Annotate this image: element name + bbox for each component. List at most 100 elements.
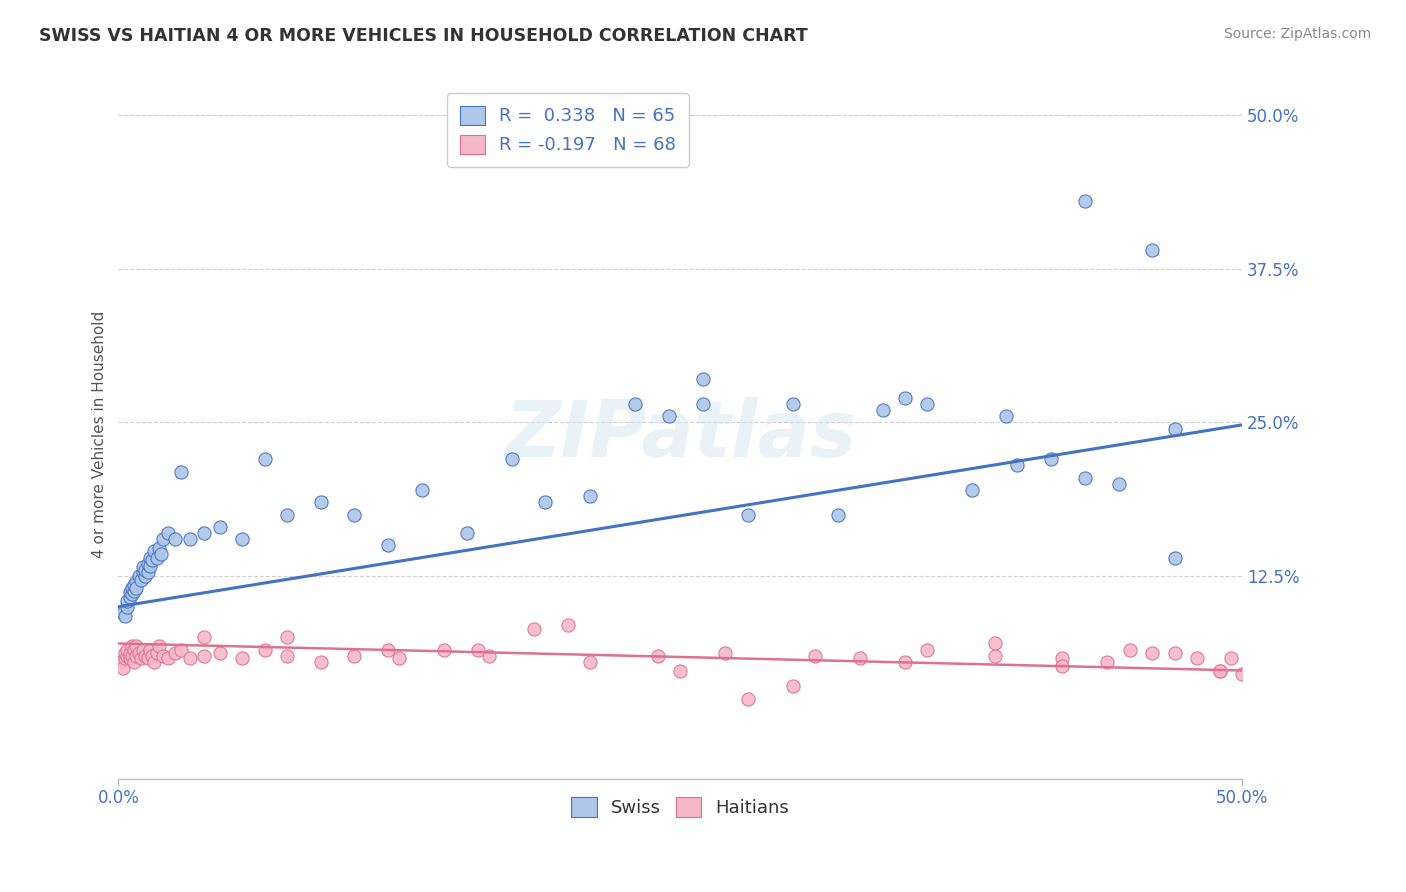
Point — [121, 587, 143, 601]
Point — [1185, 651, 1208, 665]
Legend: Swiss, Haitians: Swiss, Haitians — [561, 787, 800, 828]
Point — [145, 646, 167, 660]
Point — [962, 483, 984, 497]
Point — [1208, 664, 1230, 678]
Point — [136, 566, 159, 580]
Point — [984, 648, 1007, 663]
Point — [150, 547, 173, 561]
Point — [1163, 421, 1185, 435]
Point — [343, 508, 366, 522]
Point — [534, 495, 557, 509]
Point — [804, 648, 827, 663]
Point — [782, 680, 804, 694]
Point — [343, 648, 366, 663]
Point — [849, 651, 872, 665]
Point — [1074, 194, 1097, 209]
Point — [737, 508, 759, 522]
Point — [658, 409, 681, 424]
Point — [309, 655, 332, 669]
Point — [179, 532, 201, 546]
Point — [456, 525, 478, 540]
Point — [148, 639, 170, 653]
Point — [1007, 458, 1029, 473]
Point — [122, 583, 145, 598]
Point — [114, 651, 136, 665]
Point — [170, 642, 193, 657]
Point — [827, 508, 849, 522]
Point — [995, 409, 1018, 424]
Point — [132, 566, 155, 580]
Point — [143, 544, 166, 558]
Point — [253, 452, 276, 467]
Point — [579, 655, 602, 669]
Point — [433, 642, 456, 657]
Point — [208, 520, 231, 534]
Point — [1040, 452, 1063, 467]
Point — [647, 648, 669, 663]
Point — [128, 569, 150, 583]
Point — [1052, 651, 1074, 665]
Point — [179, 651, 201, 665]
Point — [1052, 658, 1074, 673]
Point — [117, 648, 139, 663]
Y-axis label: 4 or more Vehicles in Household: 4 or more Vehicles in Household — [93, 311, 107, 558]
Point — [557, 618, 579, 632]
Point — [148, 541, 170, 555]
Point — [579, 489, 602, 503]
Point — [1230, 667, 1253, 681]
Point — [276, 631, 298, 645]
Point — [125, 639, 148, 653]
Point — [110, 655, 132, 669]
Point — [139, 559, 162, 574]
Point — [193, 525, 215, 540]
Point — [156, 525, 179, 540]
Point — [122, 642, 145, 657]
Point — [121, 639, 143, 653]
Point — [132, 560, 155, 574]
Point — [737, 691, 759, 706]
Point — [1142, 244, 1164, 258]
Point — [478, 648, 501, 663]
Point — [276, 648, 298, 663]
Point — [1163, 646, 1185, 660]
Point — [1119, 642, 1142, 657]
Point — [1097, 655, 1119, 669]
Point — [125, 575, 148, 590]
Point — [132, 642, 155, 657]
Point — [141, 553, 163, 567]
Point — [134, 648, 156, 663]
Point — [134, 563, 156, 577]
Point — [141, 648, 163, 663]
Point — [163, 646, 186, 660]
Point — [121, 581, 143, 595]
Point — [782, 397, 804, 411]
Point — [984, 636, 1007, 650]
Point — [111, 661, 134, 675]
Point — [1208, 664, 1230, 678]
Point — [125, 581, 148, 595]
Point — [692, 397, 714, 411]
Point — [118, 646, 141, 660]
Point — [276, 508, 298, 522]
Point — [114, 646, 136, 660]
Point — [1074, 471, 1097, 485]
Point — [253, 642, 276, 657]
Point — [152, 532, 174, 546]
Point — [118, 651, 141, 665]
Point — [139, 550, 162, 565]
Point — [714, 646, 737, 660]
Point — [309, 495, 332, 509]
Point — [152, 648, 174, 663]
Point — [1219, 651, 1241, 665]
Point — [894, 391, 917, 405]
Point — [134, 569, 156, 583]
Point — [669, 664, 692, 678]
Point — [377, 538, 399, 552]
Point — [377, 642, 399, 657]
Point — [872, 403, 894, 417]
Point — [122, 577, 145, 591]
Point — [163, 532, 186, 546]
Point — [894, 655, 917, 669]
Point — [121, 648, 143, 663]
Point — [1163, 550, 1185, 565]
